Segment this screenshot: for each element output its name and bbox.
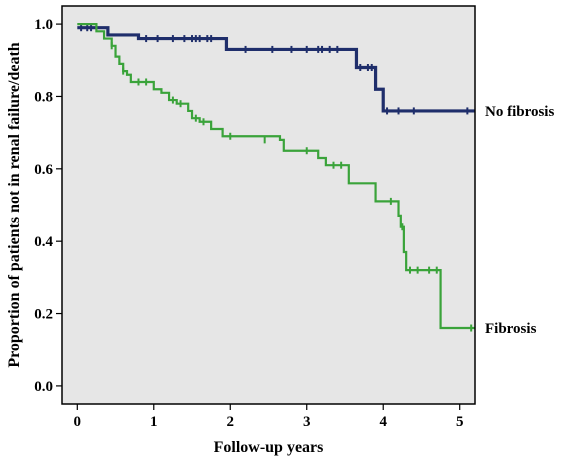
- series-label-fibrosis: Fibrosis: [485, 321, 537, 337]
- series-label-no-fibrosis: No fibrosis: [485, 104, 554, 120]
- plot-frame: [61, 5, 476, 405]
- x-tick-label: 3: [303, 414, 311, 430]
- x-axis-title: Follow-up years: [214, 439, 324, 456]
- y-tick-label: 0.8: [34, 89, 53, 105]
- y-tick-label: 0.2: [34, 307, 53, 323]
- y-tick-label: 0.0: [34, 379, 53, 395]
- axes-layer: 0 1 2 3 4 5 0.0 0.2 0.4 0.6 0.8 1.0: [34, 17, 463, 430]
- x-tick-label: 5: [456, 414, 464, 430]
- x-tick-label: 1: [150, 414, 158, 430]
- y-axis-title: Proportion of patients not in renal fail…: [6, 42, 23, 367]
- survival-curve-no-fibrosis: [77, 26, 475, 113]
- y-tick-label: 0.6: [34, 162, 53, 178]
- x-tick-label: 4: [379, 414, 387, 430]
- x-tick-label: 2: [227, 414, 235, 430]
- x-tick-label: 0: [74, 414, 82, 430]
- y-tick-label: 0.4: [34, 234, 53, 250]
- plot-area: [62, 6, 475, 404]
- series-layer: [77, 22, 475, 332]
- y-tick-label: 1.0: [34, 17, 53, 33]
